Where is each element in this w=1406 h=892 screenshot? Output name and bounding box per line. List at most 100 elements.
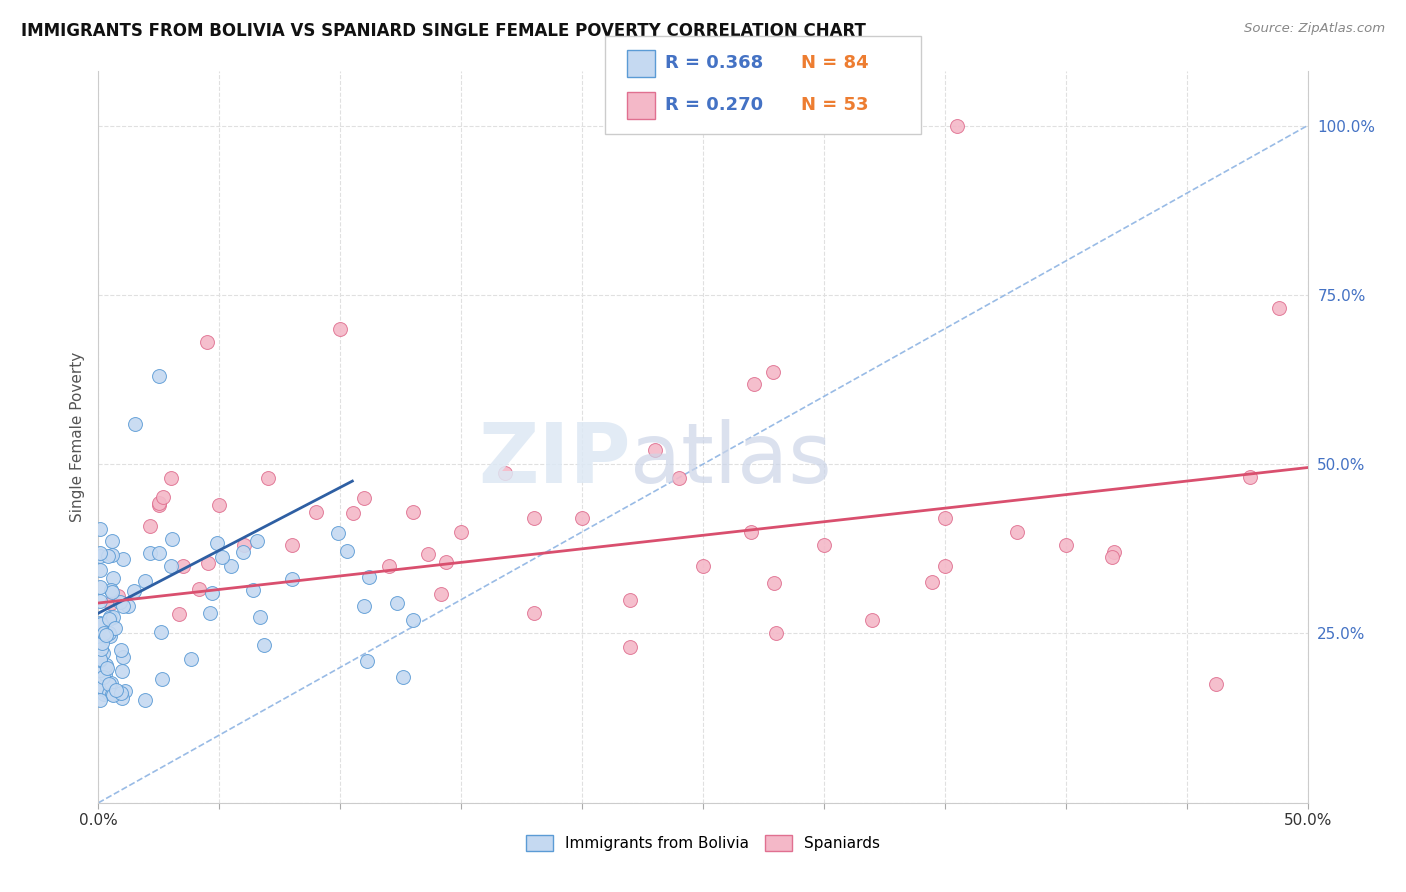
Point — [249, 610, 271, 624]
Point — [101, 609, 124, 624]
Point — [148, 546, 170, 560]
Point — [692, 558, 714, 573]
Point — [101, 548, 124, 562]
Point — [934, 558, 956, 573]
Point — [921, 574, 943, 589]
Point — [89, 563, 111, 577]
Point — [305, 505, 328, 519]
Point — [148, 498, 170, 512]
Point — [416, 548, 439, 562]
Point — [329, 322, 352, 336]
Point — [100, 585, 122, 599]
Point — [124, 417, 146, 431]
Point — [91, 670, 114, 684]
Point — [169, 607, 191, 621]
Point — [197, 557, 219, 571]
Point — [252, 638, 274, 652]
Point — [1101, 550, 1123, 565]
Point — [256, 471, 278, 485]
Y-axis label: Single Female Poverty: Single Female Poverty — [69, 352, 84, 522]
Text: R = 0.270: R = 0.270 — [665, 96, 763, 114]
Point — [100, 596, 122, 610]
Point — [523, 511, 546, 525]
Point — [89, 549, 111, 563]
Text: R = 0.368: R = 0.368 — [665, 54, 763, 72]
Point — [762, 576, 785, 591]
Point — [160, 471, 183, 485]
Point — [860, 613, 883, 627]
Point — [172, 558, 194, 573]
Point — [221, 558, 243, 573]
Point — [765, 626, 787, 640]
Point — [148, 496, 170, 510]
Point — [246, 533, 269, 548]
Point — [385, 596, 408, 610]
Point — [402, 613, 425, 627]
Point — [934, 511, 956, 525]
Point — [89, 547, 111, 561]
Text: Source: ZipAtlas.com: Source: ZipAtlas.com — [1244, 22, 1385, 36]
Point — [211, 550, 233, 565]
Text: IMMIGRANTS FROM BOLIVIA VS SPANIARD SINGLE FEMALE POVERTY CORRELATION CHART: IMMIGRANTS FROM BOLIVIA VS SPANIARD SING… — [21, 22, 866, 40]
Point — [1267, 301, 1289, 316]
Text: atlas: atlas — [630, 418, 832, 500]
Point — [94, 628, 117, 642]
Point — [104, 621, 127, 635]
Point — [89, 615, 111, 630]
Point — [90, 642, 112, 657]
Point — [97, 549, 120, 563]
Point — [1239, 469, 1261, 483]
Point — [111, 664, 134, 678]
Point — [742, 377, 765, 392]
Point — [762, 365, 785, 379]
Point — [89, 523, 111, 537]
Point — [644, 443, 666, 458]
Point — [100, 675, 122, 690]
Point — [668, 471, 690, 485]
Text: N = 84: N = 84 — [801, 54, 869, 72]
Point — [107, 589, 129, 603]
Point — [619, 640, 641, 654]
Point — [104, 682, 127, 697]
Point — [139, 545, 162, 559]
Point — [98, 629, 121, 643]
Point — [89, 663, 111, 677]
Point — [159, 558, 181, 573]
Point — [356, 654, 378, 668]
Point — [138, 519, 160, 533]
Point — [281, 572, 304, 586]
Point — [494, 466, 516, 480]
Point — [1102, 545, 1125, 559]
Point — [94, 657, 117, 672]
Point — [813, 538, 835, 552]
Point — [740, 524, 762, 539]
Point — [91, 681, 114, 696]
Point — [90, 681, 112, 695]
Point — [89, 593, 111, 607]
Point — [101, 687, 124, 701]
Point — [93, 687, 115, 701]
Point — [342, 506, 364, 520]
Point — [98, 686, 121, 700]
Point — [89, 692, 111, 706]
Point — [450, 524, 472, 539]
Point — [187, 582, 209, 596]
Point — [98, 612, 121, 626]
Point — [96, 661, 118, 675]
Point — [357, 570, 380, 584]
Point — [336, 544, 359, 558]
Point — [523, 606, 546, 620]
Point — [619, 592, 641, 607]
Point — [162, 532, 184, 546]
Point — [103, 571, 125, 585]
Point — [434, 555, 457, 569]
Point — [353, 599, 375, 614]
Point — [149, 624, 172, 639]
Point — [242, 583, 264, 598]
Point — [110, 642, 132, 657]
Point — [122, 584, 145, 599]
Point — [93, 625, 115, 640]
Point — [89, 581, 111, 595]
Point — [97, 625, 120, 640]
Point — [112, 650, 135, 665]
